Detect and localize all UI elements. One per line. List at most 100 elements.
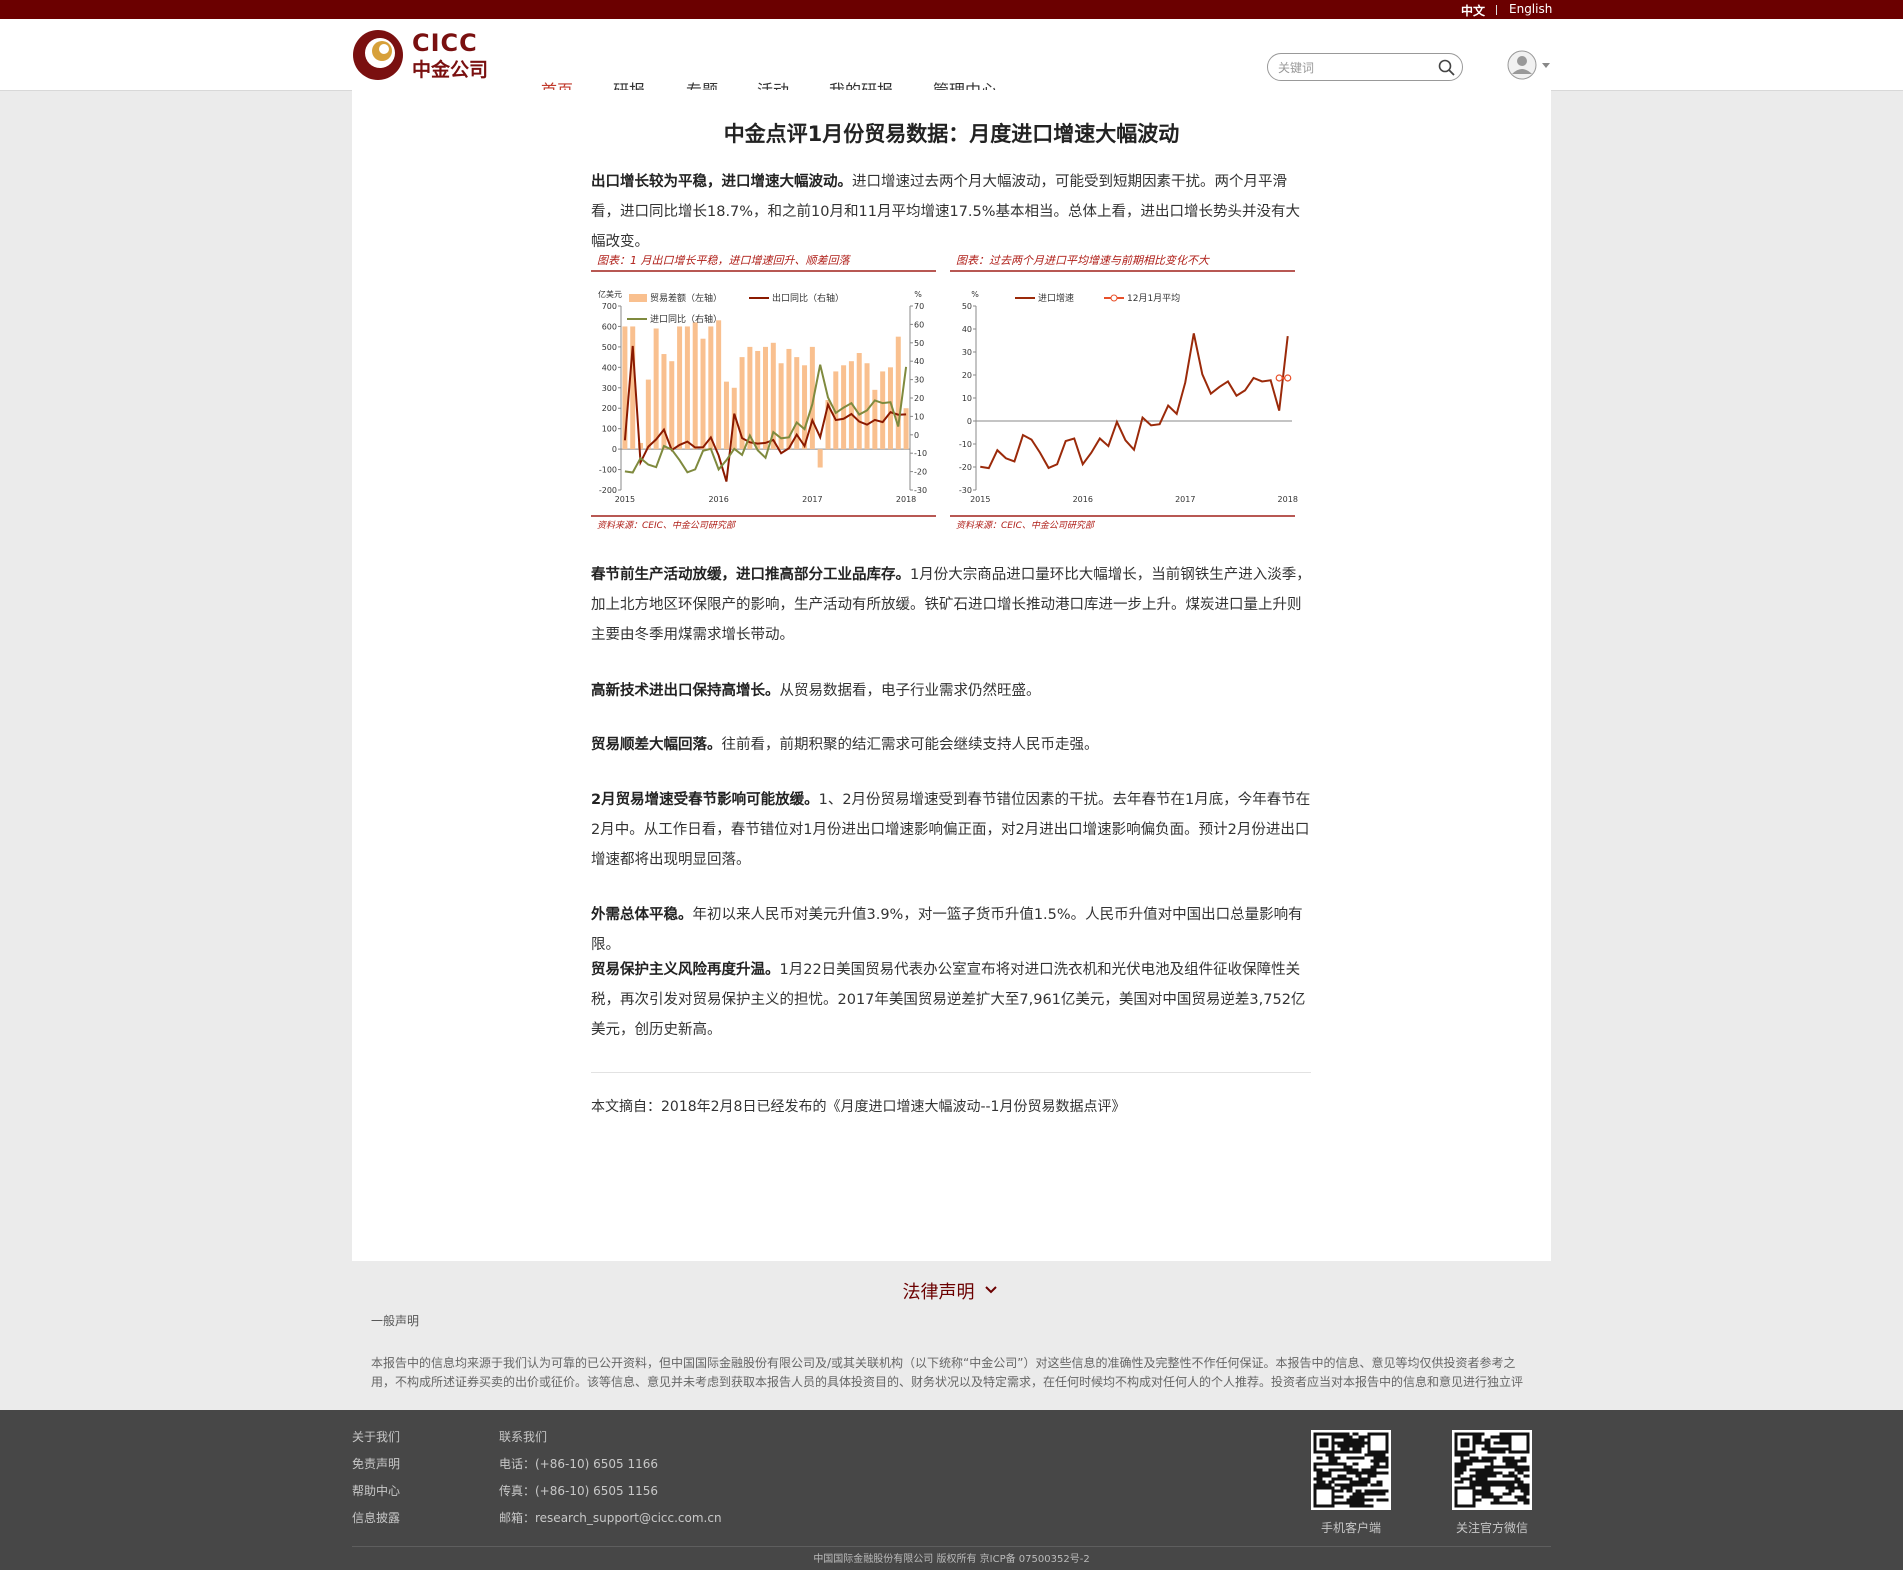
legal-toggle[interactable]: 法律声明 — [0, 1278, 1903, 1304]
qr-cell — [1460, 1444, 1464, 1448]
bar — [723, 381, 729, 450]
qr-cell — [1517, 1483, 1521, 1487]
copyright: 中国国际金融股份有限公司 版权所有 京ICP备 07500352号-2 — [813, 1554, 1090, 1565]
qr-cell — [1349, 1456, 1353, 1460]
qr-cell — [1346, 1498, 1350, 1502]
contact-title: 联系我们 — [499, 1430, 548, 1444]
lang-en[interactable]: English — [1509, 2, 1553, 16]
qr-cell — [1466, 1462, 1470, 1466]
qr-cell — [1460, 1477, 1464, 1481]
qr-cell — [1355, 1444, 1359, 1448]
qr-cell — [1502, 1480, 1506, 1484]
qr-cell — [1511, 1489, 1515, 1493]
paragraph-lead: 外需总体平稳。 — [591, 907, 693, 923]
bar — [669, 361, 675, 450]
user-menu[interactable] — [1507, 49, 1555, 81]
qr-cell — [1508, 1486, 1512, 1490]
qr-cell — [1331, 1489, 1335, 1493]
qr-cell — [1487, 1471, 1491, 1475]
qr-cell — [1487, 1474, 1491, 1478]
qr-cell — [1319, 1486, 1323, 1490]
qr-cell — [1517, 1495, 1521, 1499]
qr-cell — [1322, 1438, 1326, 1442]
qr-cell — [1454, 1462, 1458, 1466]
footer-link[interactable]: 信息披露 — [352, 1511, 401, 1525]
qr-cell — [1367, 1474, 1371, 1478]
qr-cell — [1481, 1492, 1485, 1496]
legend-marker — [1110, 294, 1118, 302]
qr-cell — [1325, 1486, 1329, 1490]
qr-cell — [1472, 1492, 1476, 1496]
qr-cell — [1370, 1483, 1374, 1487]
qr-cell — [1454, 1480, 1458, 1484]
qr-cell — [1496, 1450, 1500, 1454]
qr-cell — [1478, 1489, 1482, 1493]
qr-cell — [1478, 1435, 1482, 1439]
qr-cell — [1325, 1438, 1329, 1442]
qr-cell — [1514, 1480, 1518, 1484]
qr-cell — [1463, 1504, 1467, 1508]
qr-cell — [1358, 1477, 1362, 1481]
line — [980, 333, 1289, 470]
qr-cell — [1352, 1441, 1356, 1445]
bar — [700, 338, 706, 450]
qr-cell — [1511, 1450, 1515, 1454]
qr-cell — [1517, 1465, 1521, 1469]
qr-cell — [1454, 1501, 1458, 1505]
qr-cell — [1505, 1474, 1509, 1478]
lang-zh[interactable]: 中文 — [1461, 4, 1486, 18]
qr-cell — [1343, 1447, 1347, 1451]
qr-cell — [1454, 1441, 1458, 1445]
qr-cell — [1457, 1450, 1461, 1454]
paragraph-text: 年初以来人民币对美元升值3.9%，对一篮子货币升值1.5%。人民币升值对中国出口… — [591, 907, 1303, 953]
qr-cell — [1358, 1498, 1362, 1502]
footer-link[interactable]: 帮助中心 — [352, 1484, 401, 1498]
qr-cell — [1343, 1486, 1347, 1490]
paragraph-text: 1月份大宗商品进口量环比大幅增长，当前钢铁生产进入淡季，加上北方地区环保限产的影… — [591, 567, 1311, 643]
qr-cell — [1319, 1477, 1323, 1481]
search-icon[interactable] — [1438, 59, 1456, 77]
footer-link[interactable]: 关于我们 — [352, 1430, 401, 1444]
qr-cell — [1463, 1462, 1467, 1466]
qr-cell — [1334, 1462, 1338, 1466]
y-tick-label: 300 — [602, 384, 617, 393]
qr-cell — [1499, 1435, 1503, 1439]
qr-cell — [1349, 1441, 1353, 1445]
qr-cell — [1517, 1471, 1521, 1475]
qr-cell — [1319, 1468, 1323, 1472]
footer-link[interactable]: 免责声明 — [352, 1457, 401, 1471]
qr-cell — [1334, 1441, 1338, 1445]
qr-cell — [1331, 1498, 1335, 1502]
qr-cell — [1340, 1477, 1344, 1481]
qr-cell — [1355, 1501, 1359, 1505]
qr-cell — [1526, 1435, 1530, 1439]
qr-cell — [1472, 1486, 1476, 1490]
x-tick-label: 2017 — [802, 495, 822, 504]
qr-cell — [1373, 1450, 1377, 1454]
chevron — [984, 1286, 997, 1294]
search-box[interactable]: 关键词 — [1267, 53, 1463, 81]
qr-cell — [1349, 1444, 1353, 1448]
qr-cell — [1349, 1495, 1353, 1499]
qr-cell — [1523, 1459, 1527, 1463]
qr-cell — [1331, 1486, 1335, 1490]
qr-cell — [1511, 1465, 1515, 1469]
qr-cell — [1523, 1501, 1527, 1505]
qr-cell — [1373, 1453, 1377, 1457]
qr-cell — [1517, 1450, 1521, 1454]
qr-cell — [1316, 1480, 1320, 1484]
qr-cell — [1334, 1501, 1338, 1505]
qr-cell — [1508, 1492, 1512, 1496]
y2-tick-label: 30 — [914, 376, 924, 385]
qr-cell — [1340, 1486, 1344, 1490]
qr-cell — [1472, 1450, 1476, 1454]
qr-cell — [1328, 1459, 1332, 1463]
point — [1284, 374, 1292, 382]
qr-cell — [1490, 1462, 1494, 1466]
qr-cell — [1322, 1432, 1326, 1436]
qr-cell — [1475, 1492, 1479, 1496]
y-tick-label: 30 — [962, 348, 972, 357]
qr-cell — [1382, 1492, 1386, 1496]
qr-cell — [1484, 1480, 1488, 1484]
qr-cell — [1481, 1480, 1485, 1484]
